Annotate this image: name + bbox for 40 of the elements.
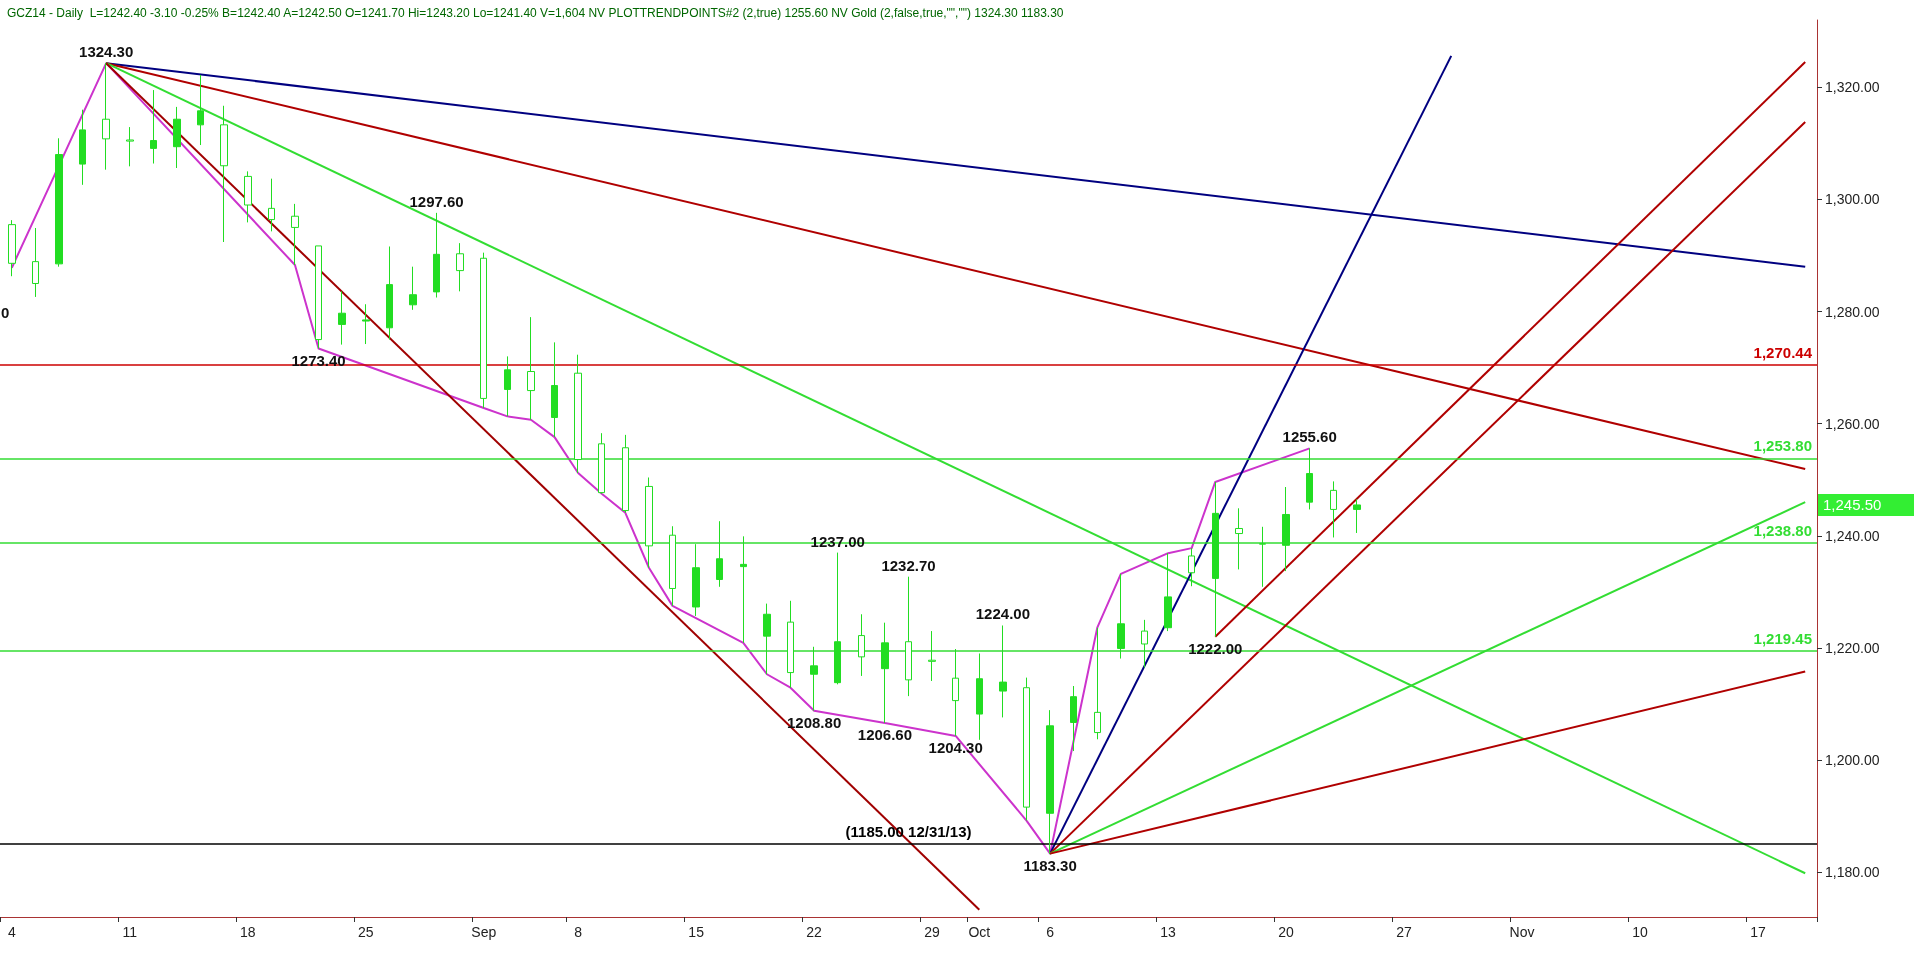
x-tick-label: Nov [1509, 924, 1535, 940]
chart-title: GCZ14 - Daily L=1242.40 -3.10 -0.25% B=1242.40 A=1242.50 O=1241.70 Hi=1243.20 Lo=1241.40 V=1,604 NV PLOTTRENDPOINTS#2 (2,true) 1255.60 NV Gold (2,false,true,"","") 1324.30 1183.30 [7, 6, 1064, 20]
ref-line-label: 1,238.80 [1753, 521, 1812, 539]
ref-line-label: 1,270.44 [1753, 344, 1813, 362]
x-tick-label: 25 [357, 924, 374, 940]
x-tick-label: Oct [968, 924, 991, 940]
annotation: 1183.30 [1023, 856, 1077, 874]
x-tick-label: 15 [688, 924, 705, 940]
y-tick-label: 1,320.00 [1825, 79, 1880, 96]
text: 1,245.50 [1823, 496, 1882, 514]
annotation: 1255.60 [1282, 428, 1337, 446]
x-tick-label: 10 [1632, 924, 1649, 940]
x-tick-label: 27 [1396, 924, 1413, 940]
y-tick-label: 1,180.00 [1825, 864, 1880, 881]
y-tick-label: 1,280.00 [1825, 303, 1880, 320]
y-tick-label: 1,200.00 [1825, 752, 1880, 769]
x-tick-label: 4 [7, 924, 16, 940]
x-tick-label: 17 [1750, 924, 1766, 940]
x-tick-label: 20 [1278, 924, 1295, 940]
x-tick-label: 11 [122, 924, 138, 940]
annotation: 1206.60 [857, 726, 913, 744]
x-tick-label: 29 [924, 924, 941, 940]
annotation: 1324.30 [79, 43, 134, 61]
x-tick-label: 22 [806, 924, 823, 940]
x-tick-label: 6 [1046, 924, 1055, 940]
annotation: 1297.60 [409, 192, 464, 210]
x-tick-label: 8 [574, 924, 583, 940]
y-tick-label: 1,260.00 [1825, 415, 1880, 432]
x-tick-label: 13 [1160, 924, 1177, 940]
ref-line-label: 1,253.80 [1753, 437, 1812, 455]
y-tick-label: 1,220.00 [1825, 639, 1880, 656]
y-tick-label: 1,240.00 [1825, 527, 1880, 544]
x-tick-label: 18 [239, 924, 256, 940]
annotation: 1208.80 [786, 713, 842, 731]
annotation: 0 [1, 304, 10, 321]
annotation: 1224.00 [975, 605, 1031, 623]
y-tick-label: 1,300.00 [1825, 191, 1880, 208]
annotation: 1232.70 [881, 556, 936, 574]
ref-line-label: 1,219.45 [1753, 629, 1812, 647]
x-tick-label: Sep [471, 924, 497, 940]
